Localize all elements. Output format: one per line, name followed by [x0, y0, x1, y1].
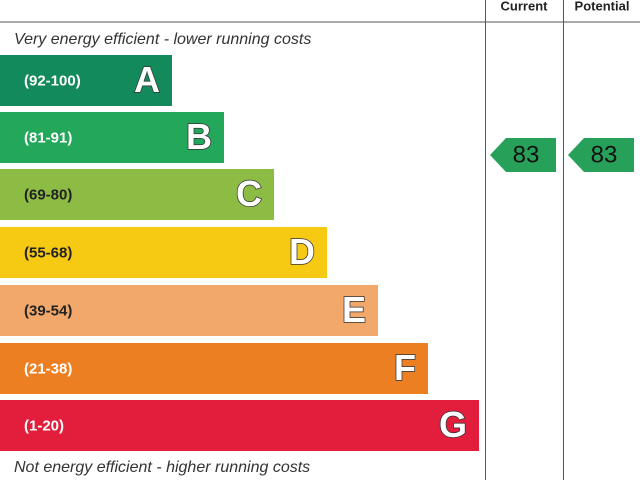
- band-range: (1-20): [24, 417, 64, 434]
- band-bar: [0, 55, 172, 106]
- band-bar: [0, 227, 327, 278]
- band-range: (39-54): [24, 302, 72, 319]
- band-letter: E: [342, 289, 366, 330]
- band-letter: F: [394, 347, 416, 388]
- current-score: 83: [513, 141, 540, 168]
- band-letter: D: [289, 231, 315, 272]
- band-bar: [0, 169, 274, 220]
- band-range: (21-38): [24, 360, 72, 377]
- current-arrow: [490, 138, 556, 172]
- top-label: Very energy efficient - lower running co…: [14, 31, 311, 48]
- band-letter: G: [439, 404, 467, 445]
- band-bar: [0, 112, 224, 163]
- potential-arrow: [568, 138, 634, 172]
- band-bar: [0, 400, 479, 451]
- bottom-label: Not energy efficient - higher running co…: [14, 459, 310, 476]
- band-bar: [0, 285, 378, 336]
- band-letter: B: [186, 116, 212, 157]
- potential-score: 83: [591, 141, 618, 168]
- current-header: Current: [501, 0, 549, 13]
- band-bar: [0, 343, 428, 394]
- band-range: (69-80): [24, 186, 72, 203]
- band-letter: A: [134, 59, 160, 100]
- band-range: (81-91): [24, 129, 72, 146]
- band-letter: C: [236, 173, 262, 214]
- band-range: (55-68): [24, 244, 72, 261]
- band-range: (92-100): [24, 72, 81, 89]
- potential-header: Potential: [575, 0, 630, 13]
